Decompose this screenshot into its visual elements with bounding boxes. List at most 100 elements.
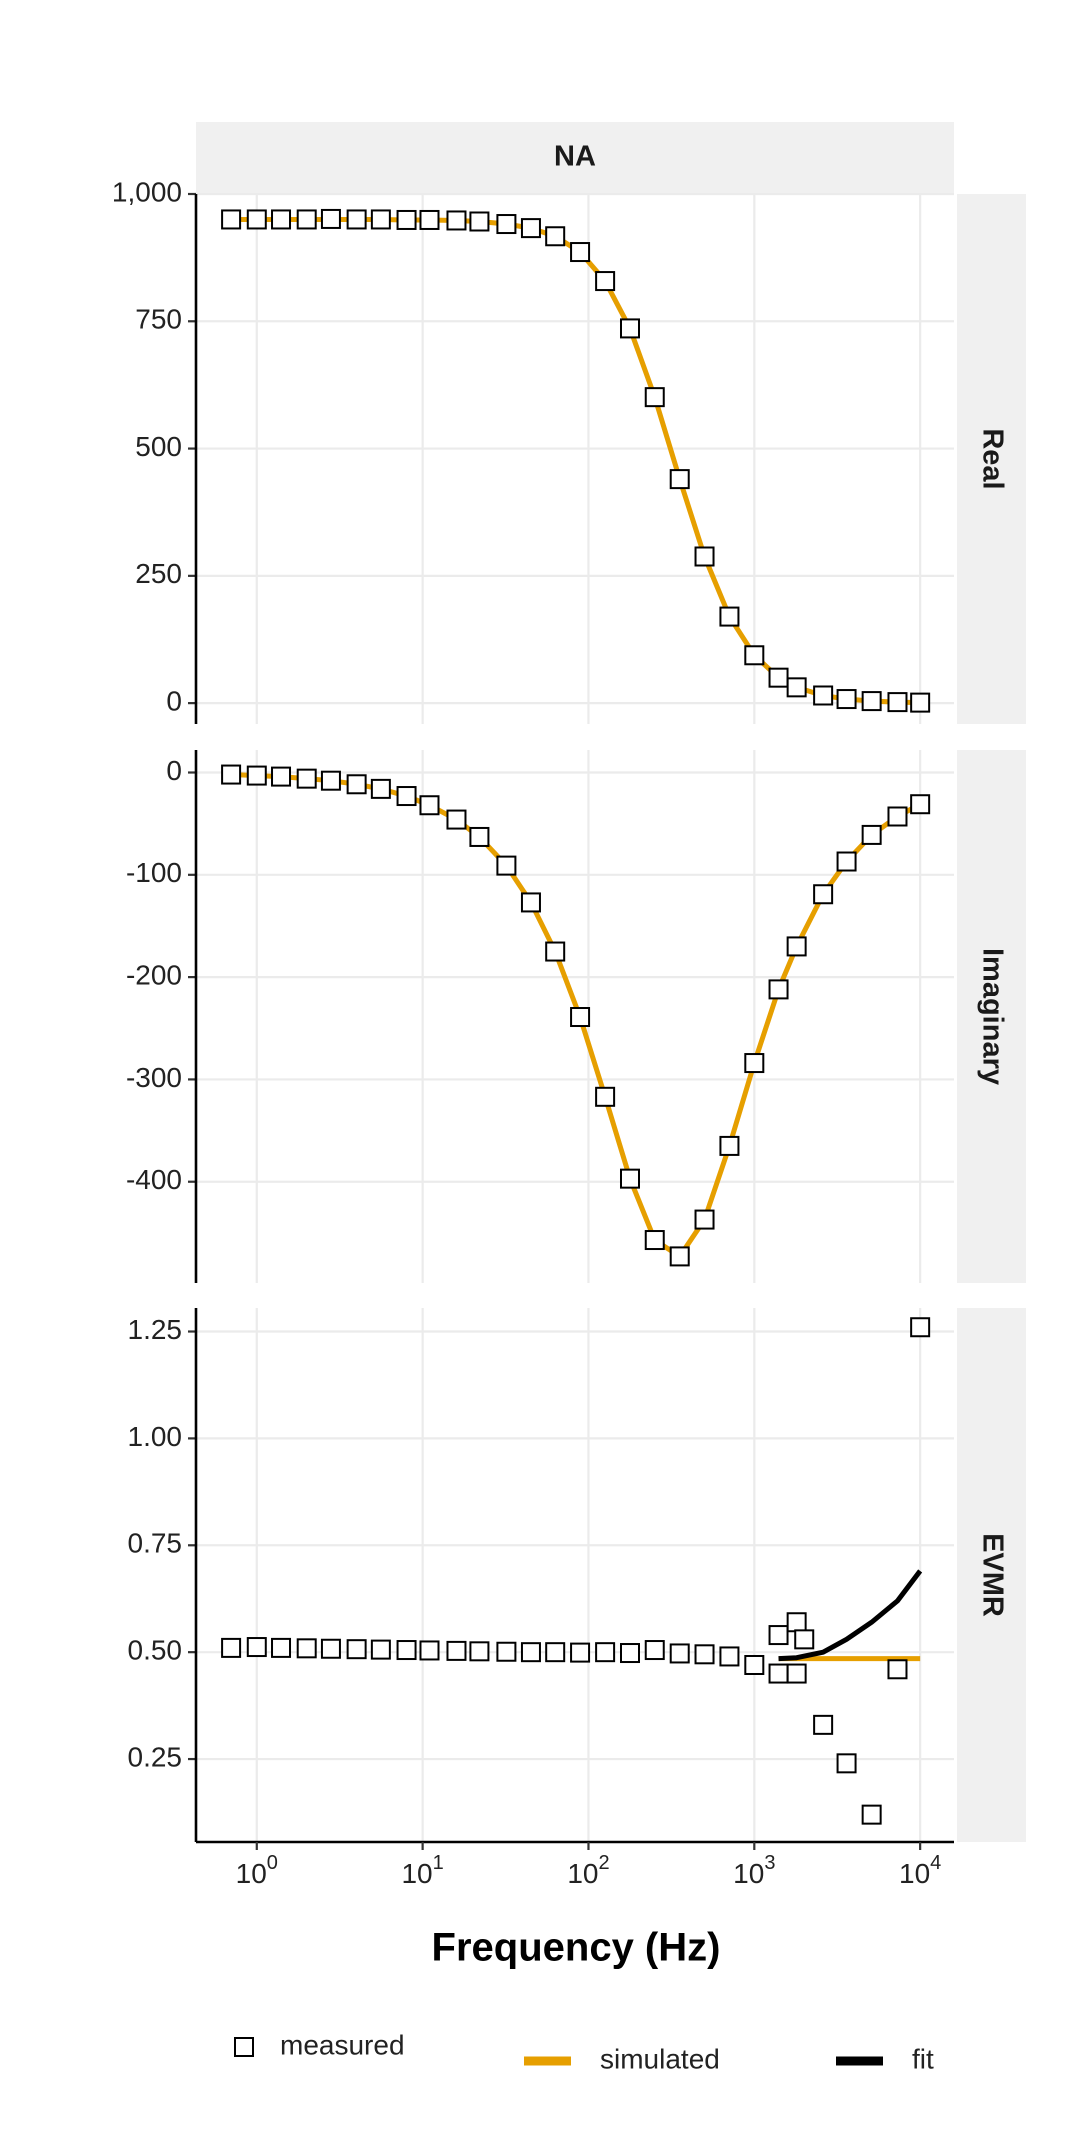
point (520, 218, 541, 239)
point (246, 765, 267, 786)
x-tick-label: 102 (567, 1852, 609, 1889)
line-fit (778, 1569, 923, 1662)
point (271, 209, 292, 230)
facet-strip (957, 750, 1026, 1283)
point (545, 1642, 566, 1663)
point (768, 1663, 789, 1684)
point (786, 1612, 807, 1633)
point (768, 979, 789, 1000)
point (221, 209, 242, 230)
point (619, 318, 640, 339)
y-tick-label: 1.25 (128, 1314, 183, 1345)
point (887, 806, 908, 827)
point (786, 677, 807, 698)
point (887, 1659, 908, 1680)
point (813, 884, 834, 905)
point (719, 606, 740, 627)
point (246, 209, 267, 230)
point (595, 1642, 616, 1663)
y-tick-label: 500 (135, 431, 182, 462)
point (836, 689, 857, 710)
point (786, 936, 807, 957)
point (570, 242, 591, 263)
point (320, 208, 341, 229)
x-axis-title: Frequency (Hz) (432, 1926, 721, 1970)
point (545, 941, 566, 962)
y-tick-label: 750 (135, 304, 182, 335)
point (520, 892, 541, 913)
point (910, 692, 931, 713)
facet-strip (957, 194, 1026, 724)
point (719, 1646, 740, 1667)
point (446, 1640, 467, 1661)
point (419, 1640, 440, 1661)
facet-title: NA (554, 141, 596, 173)
y-tick-label: 0.50 (128, 1635, 183, 1666)
point (694, 1644, 715, 1665)
point (595, 1086, 616, 1107)
point (221, 1637, 242, 1658)
point (836, 1753, 857, 1774)
point (396, 209, 417, 230)
point (496, 855, 517, 876)
point (570, 1642, 591, 1663)
point (813, 685, 834, 706)
point (595, 271, 616, 292)
point (861, 691, 882, 712)
legend-key (234, 2037, 254, 2057)
point (446, 809, 467, 830)
point (768, 1625, 789, 1646)
x-tick-label: 104 (899, 1852, 941, 1889)
point (836, 851, 857, 872)
y-tick-label: -400 (126, 1164, 182, 1195)
y-tick-label: 0.75 (128, 1528, 183, 1559)
point (221, 764, 242, 785)
y-tick-label: -300 (126, 1062, 182, 1093)
y-tick-label: 250 (135, 558, 182, 589)
point (246, 1637, 267, 1658)
point (496, 214, 517, 235)
point (744, 645, 765, 666)
point (861, 824, 882, 845)
facet-strip (196, 122, 954, 194)
x-tick-label: 101 (401, 1852, 443, 1889)
point (370, 1639, 391, 1660)
point (446, 210, 467, 231)
legend-label: measured (280, 2029, 405, 2060)
point (644, 1640, 665, 1661)
facet-strip (957, 1308, 1026, 1842)
y-tick-label: 0 (166, 755, 182, 786)
y-tick-label: 0 (166, 686, 182, 717)
point (910, 1317, 931, 1338)
point (370, 778, 391, 799)
facet-label: Imaginary (976, 948, 1008, 1085)
point (744, 1654, 765, 1675)
y-tick-label: -200 (126, 960, 182, 991)
point (320, 770, 341, 791)
point (644, 387, 665, 408)
point (520, 1642, 541, 1663)
point (296, 209, 317, 230)
facet-label: Real (976, 428, 1008, 489)
point (887, 692, 908, 713)
point (396, 786, 417, 807)
x-tick-label: 103 (733, 1852, 775, 1889)
point (296, 1638, 317, 1659)
point (419, 795, 440, 816)
point (910, 794, 931, 815)
point (346, 774, 367, 795)
point (346, 209, 367, 230)
point (644, 1230, 665, 1251)
point (786, 1663, 807, 1684)
point (694, 546, 715, 567)
point (271, 1637, 292, 1658)
point (346, 1639, 367, 1660)
point (619, 1168, 640, 1189)
y-tick-label: 0.25 (128, 1741, 183, 1772)
point (794, 1629, 815, 1650)
legend-label: simulated (600, 2043, 720, 2074)
point (296, 768, 317, 789)
point (768, 667, 789, 688)
point (271, 766, 292, 787)
